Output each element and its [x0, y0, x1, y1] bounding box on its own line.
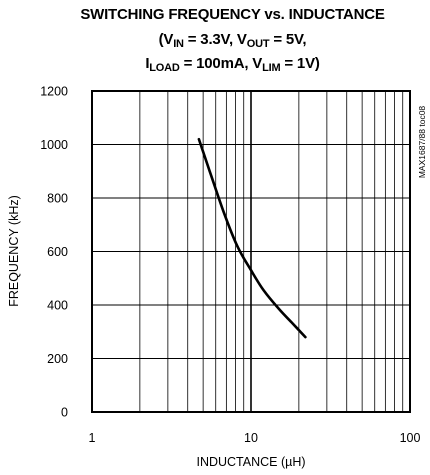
y-tick-label: 600: [47, 245, 68, 259]
x-tick-labels: 1 10 100: [89, 431, 421, 445]
plot-frame: [91, 90, 411, 413]
figure-code-label: MAX1687/88 toc08: [417, 106, 427, 179]
y-axis-label: FREQUENCY (kHz): [7, 195, 21, 307]
x-tick-label: 1: [89, 431, 96, 445]
series-line-frequency: [197, 137, 307, 339]
x-tick-label: 10: [244, 431, 258, 445]
chart-title-line1: SWITCHING FREQUENCY vs. INDUCTANCE: [80, 6, 385, 23]
y-tick-label: 0: [61, 406, 68, 420]
grid-lines: [92, 91, 410, 412]
y-tick-labels: 0 200 400 600 800 1000 1200: [40, 85, 68, 420]
y-tick-label: 1200: [40, 85, 68, 99]
series-layer: [197, 137, 307, 339]
chart-title-line3: ILOAD = 100mA, VLIM = 1V): [145, 55, 320, 74]
y-tick-label: 800: [47, 192, 68, 206]
x-axis-label: INDUCTANCE (µH): [196, 455, 305, 469]
x-tick-label: 100: [400, 431, 421, 445]
y-tick-label: 1000: [40, 138, 68, 152]
y-tick-label: 200: [47, 352, 68, 366]
chart-title-line2: (VIN = 3.3V, VOUT = 5V,: [158, 31, 307, 50]
y-tick-label: 400: [47, 299, 68, 313]
